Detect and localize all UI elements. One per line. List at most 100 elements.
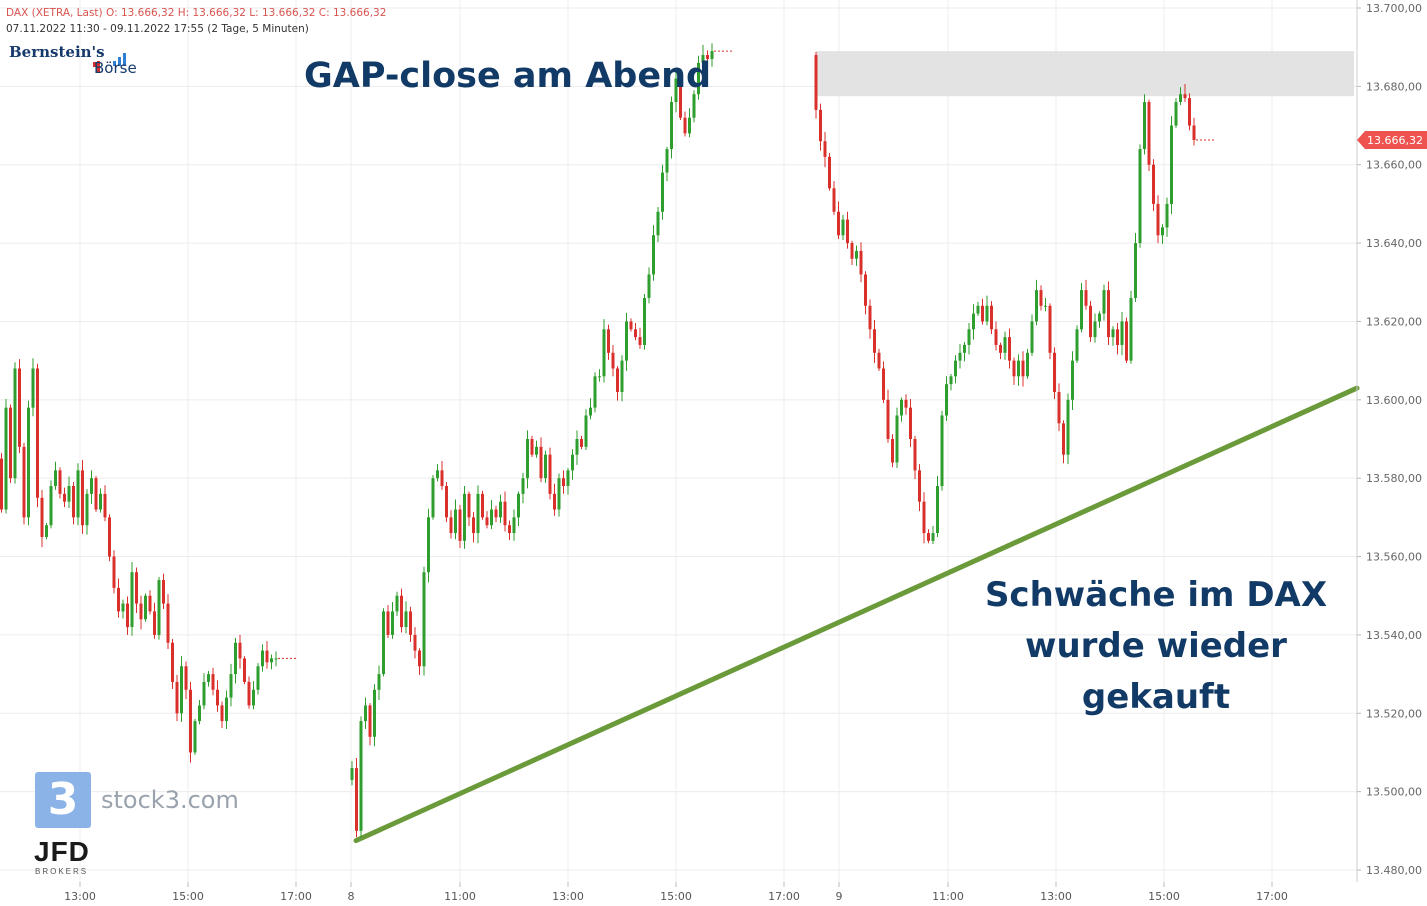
- candle: [431, 475, 435, 520]
- candle: [647, 267, 651, 304]
- candle: [404, 601, 408, 634]
- candle-body: [139, 603, 143, 620]
- candle-body: [620, 360, 624, 392]
- candle: [1192, 117, 1196, 146]
- candle-body: [652, 235, 655, 275]
- candle: [63, 487, 66, 508]
- candle: [625, 312, 628, 371]
- candle-body: [368, 705, 372, 737]
- candle: [216, 680, 219, 712]
- candle-body: [895, 415, 899, 463]
- candle: [607, 324, 610, 360]
- candle: [877, 348, 881, 371]
- candle: [945, 376, 948, 421]
- candle-body: [1192, 125, 1196, 140]
- candle: [1125, 317, 1128, 363]
- candle-body: [422, 572, 426, 667]
- candle: [198, 699, 201, 725]
- candle-body: [1183, 94, 1187, 99]
- candle: [355, 757, 358, 838]
- candle: [1053, 347, 1056, 400]
- y-axis: 13.480,00 13.500,00 13.520,00 13.540,00 13.5…: [1356, 0, 1422, 882]
- candle: [382, 608, 385, 677]
- candle: [814, 51, 818, 119]
- candle: [652, 225, 655, 281]
- candle-body: [261, 650, 264, 667]
- candle-body: [404, 611, 408, 628]
- candle: [1188, 93, 1191, 131]
- candle-body: [1120, 321, 1124, 345]
- candle-body: [859, 250, 863, 275]
- candle: [679, 75, 682, 121]
- candle-body: [220, 705, 224, 722]
- candle-body: [548, 454, 552, 494]
- candle-body: [1161, 227, 1164, 236]
- candles: [0, 43, 1216, 838]
- candle: [1107, 281, 1110, 345]
- candle-body: [4, 407, 8, 510]
- candle: [175, 674, 179, 722]
- candle: [859, 242, 863, 283]
- logo-text-bottom: Börse: [94, 59, 137, 77]
- candle-body: [886, 399, 890, 439]
- candle: [1138, 144, 1142, 248]
- candle: [229, 663, 233, 707]
- candle: [1066, 393, 1070, 465]
- candle: [841, 214, 845, 240]
- candle: [994, 321, 998, 351]
- candle: [1026, 348, 1029, 379]
- candle-body: [216, 689, 219, 706]
- candle: [963, 341, 966, 362]
- candle-body: [841, 219, 845, 236]
- candle: [270, 654, 273, 670]
- candle: [135, 567, 138, 613]
- annotation-line: wurde wieder: [1025, 626, 1287, 666]
- candle: [49, 480, 53, 529]
- candle-body: [1035, 290, 1038, 322]
- candle-body: [589, 407, 592, 416]
- candle: [1021, 351, 1025, 387]
- candle: [189, 681, 192, 763]
- annotation-line: gekauft: [1081, 677, 1231, 717]
- candle-body: [1111, 329, 1115, 338]
- candle: [458, 504, 462, 548]
- candle: [674, 69, 678, 113]
- candle: [1116, 323, 1119, 355]
- candle: [238, 634, 242, 669]
- candle: [220, 701, 224, 729]
- candle-body: [31, 368, 35, 408]
- candle-body: [566, 470, 570, 487]
- candle: [1089, 301, 1092, 342]
- candle: [1057, 383, 1061, 432]
- candle: [1161, 224, 1164, 244]
- candle-body: [36, 368, 39, 498]
- candle: [1012, 357, 1016, 385]
- candle-body: [67, 486, 71, 502]
- candle-body: [76, 470, 80, 518]
- candle: [819, 103, 822, 151]
- candle: [895, 407, 899, 468]
- candle: [171, 638, 174, 689]
- candle: [1098, 311, 1101, 328]
- candle-body: [904, 399, 908, 408]
- candle-body: [22, 446, 26, 518]
- candle-body: [171, 642, 174, 682]
- candle: [463, 486, 466, 549]
- y-tick-label: 13.580,00: [1366, 472, 1422, 485]
- x-tick-label: 9: [836, 890, 843, 903]
- candle-body: [1075, 329, 1079, 361]
- candle-body: [877, 352, 881, 369]
- candle: [710, 43, 714, 67]
- candle: [535, 440, 538, 458]
- candle-body: [472, 517, 475, 534]
- candle: [1129, 290, 1133, 364]
- candle: [904, 394, 908, 415]
- candle-body: [1003, 337, 1007, 353]
- candle: [58, 467, 62, 499]
- candle-body: [593, 376, 597, 408]
- candle-body: [855, 250, 858, 259]
- gap-close-annotation: GAP-close am Abend: [304, 56, 712, 96]
- candle-body: [166, 603, 170, 643]
- candle-body: [864, 274, 867, 306]
